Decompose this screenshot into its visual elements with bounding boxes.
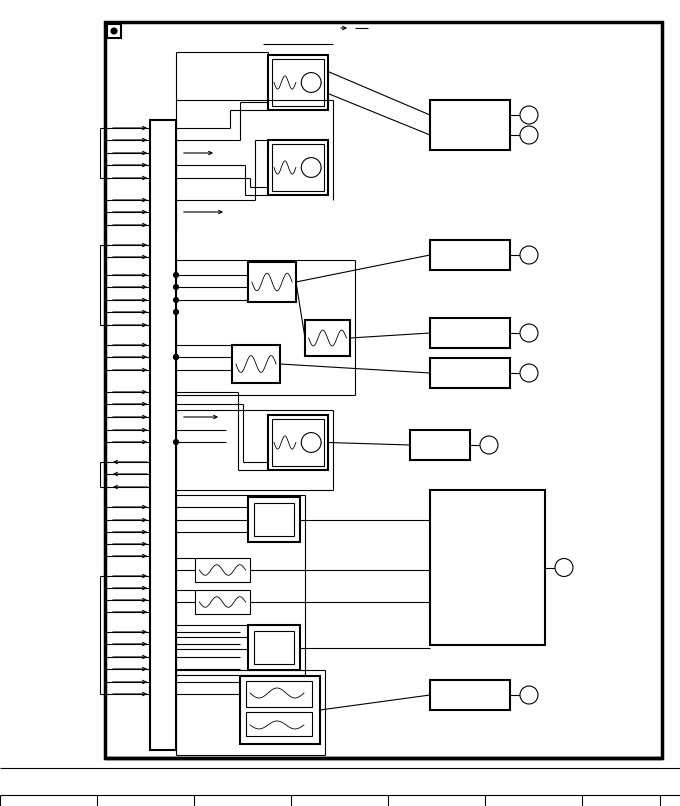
Bar	[430, 318, 510, 348]
Circle shape	[173, 310, 178, 314]
Bar	[107, 24, 121, 38]
Bar	[195, 558, 250, 582]
Bar	[305, 320, 350, 356]
Bar	[254, 631, 294, 664]
Circle shape	[520, 324, 538, 342]
Bar	[272, 59, 324, 106]
Bar	[246, 681, 312, 707]
Circle shape	[173, 439, 178, 444]
Circle shape	[301, 158, 321, 177]
Circle shape	[173, 297, 178, 302]
Bar	[272, 419, 324, 466]
Circle shape	[520, 364, 538, 382]
Bar	[248, 262, 296, 302]
Circle shape	[555, 559, 573, 576]
Circle shape	[520, 246, 538, 264]
Bar	[248, 497, 300, 542]
Bar	[272, 144, 324, 191]
Circle shape	[301, 433, 321, 452]
Circle shape	[111, 28, 117, 34]
Bar	[430, 490, 545, 645]
Bar	[105, 22, 662, 758]
Circle shape	[173, 355, 178, 359]
Bar	[254, 503, 294, 536]
Bar	[268, 55, 328, 110]
Bar	[430, 358, 510, 388]
Circle shape	[480, 436, 498, 454]
Bar	[430, 240, 510, 270]
Bar	[195, 590, 250, 614]
Circle shape	[520, 686, 538, 704]
Circle shape	[173, 272, 178, 277]
Bar	[268, 140, 328, 195]
Bar	[430, 100, 510, 150]
Bar	[240, 676, 320, 744]
Circle shape	[173, 355, 178, 359]
Circle shape	[301, 73, 321, 93]
Bar	[268, 415, 328, 470]
Bar	[246, 712, 312, 736]
Circle shape	[173, 285, 178, 289]
Bar	[150, 120, 176, 750]
Bar	[232, 345, 280, 383]
Circle shape	[520, 106, 538, 124]
Bar	[430, 680, 510, 710]
Bar	[248, 625, 300, 670]
Bar	[410, 430, 470, 460]
Circle shape	[520, 126, 538, 144]
